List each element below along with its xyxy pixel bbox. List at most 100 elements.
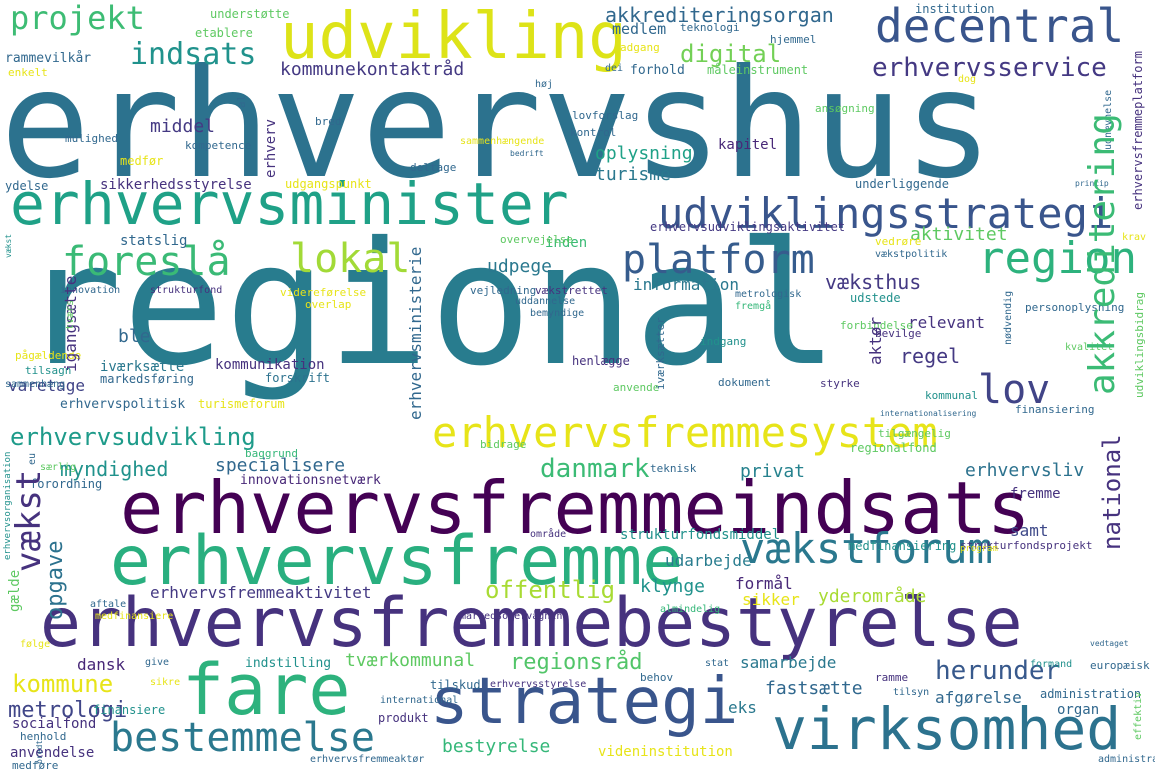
word-virksomhed: virksomhed <box>772 695 1122 763</box>
word-erhverv: erhverv <box>263 118 279 178</box>
word-kvalitet: kvalitet <box>1065 342 1114 353</box>
word-akkrediteringsorgan: akkrediteringsorgan <box>605 3 834 27</box>
word-samarbejde: samarbejde <box>740 653 837 672</box>
word-finansiere: finansiere <box>93 703 166 717</box>
word-medfoere: medføre <box>12 759 59 770</box>
word-maaleinstrument: måleinstrument <box>707 63 809 77</box>
word-underliggende: underliggende <box>855 177 949 191</box>
word-erhvervsfremmebestyrelse: erhvervsfremmebestyrelse <box>40 584 1023 663</box>
word-udpege: udpege <box>487 256 553 277</box>
word-offentlig: offentlig <box>485 576 616 604</box>
word-erhvervsudviklingsaktivitet: erhvervsudviklingsaktivitet <box>650 220 846 234</box>
word-deltage: deltage <box>410 161 457 174</box>
word-erhvervsministerie: erhvervsministerie <box>406 246 425 420</box>
word-erhvervsfremme: erhvervsfremme <box>110 522 684 601</box>
word-digital: digital <box>680 40 782 68</box>
word-kontrol: kontrol <box>570 126 617 139</box>
word-indstilling: indstilling <box>245 656 332 671</box>
word-internationalisering: internationalisering <box>880 409 977 418</box>
word-viderefoerelse: videreførelse <box>280 286 367 299</box>
word-sammenhaeng: sammenhæng <box>5 379 66 390</box>
word-tilgaengelig: tilgængelig <box>878 427 951 440</box>
word-regional: regional <box>20 206 839 404</box>
word-vedroere: vedrøre <box>875 235 922 248</box>
word-noedvendig: nødvendig <box>1003 290 1014 345</box>
word-fremgaa: fremgå <box>735 301 772 312</box>
word-strukturfondsprojekt: strukturfondsprojekt <box>960 539 1093 552</box>
word-erhvervsfremmeaktoer: erhvervsfremmeaktør <box>310 754 425 765</box>
word-opgave: opgave <box>43 540 68 620</box>
word-stat: stat <box>705 658 730 669</box>
word-vaekstrettet: vækstrettet <box>535 284 608 297</box>
word-kapitel: kapitel <box>718 137 778 153</box>
word-turismeforum: turismeforum <box>198 397 285 411</box>
word-decentral: decentral <box>875 0 1125 53</box>
word-effektiv: effektiv <box>1133 691 1144 740</box>
word-dog: dog <box>958 74 977 85</box>
word-forskrift: forskrift <box>265 371 331 385</box>
word-ivaerksaetter: iværksætter <box>654 317 667 390</box>
word-sikre: sikre <box>150 677 181 688</box>
word-formaal: formål <box>735 574 793 593</box>
word-princip: princip <box>1075 179 1109 188</box>
word-omraade: område <box>530 529 567 540</box>
word-international: international <box>380 695 459 706</box>
word-markedsovervaagning: markedsovervågning <box>460 611 569 622</box>
word-vedtaget: vedtaget <box>1090 639 1129 648</box>
word-personoplysning: personoplysning <box>1025 301 1125 314</box>
word-vaeksthus: væksthus <box>825 270 922 294</box>
word-platform: platform <box>622 237 815 283</box>
word-regionalfond: regionalfond <box>850 441 937 455</box>
word-krav: krav <box>1122 232 1147 243</box>
word-europaeisk: europæisk <box>1090 659 1150 672</box>
word-socialfond: socialfond <box>12 716 97 732</box>
word-relevant: relevant <box>908 313 986 332</box>
word-turisme: turisme <box>595 164 671 185</box>
word-fare: fare <box>182 649 351 731</box>
word-forhold: forhold <box>630 63 685 78</box>
word-udgangspunkt: udgangspunkt <box>285 177 372 191</box>
word-udviklingsstrategi: udviklingsstrategi <box>658 189 1114 238</box>
word-fremme: fremme <box>1010 486 1061 502</box>
word-al: al <box>235 94 248 108</box>
word-afgoerelse: afgørelse <box>935 688 1022 707</box>
word-oplysning: oplysning <box>595 143 693 164</box>
word-kommunal: kommunal <box>925 389 978 402</box>
word-rammevilkaar: rammevilkår <box>5 51 92 66</box>
word-hjemmel: hjemmel <box>770 33 817 46</box>
word-sikkerhedsstyrelse: sikkerhedsstyrelse <box>100 177 252 193</box>
word-inden: inden <box>545 235 588 251</box>
word-eu: eu <box>27 452 38 465</box>
word-eks: eks <box>728 698 757 717</box>
word-danmark: danmark <box>540 454 650 484</box>
word-aftale: aftale <box>90 599 127 610</box>
word-erhvervsminister: erhvervsminister <box>10 170 569 238</box>
word-henhold: henhold <box>20 730 67 743</box>
word-herunder: herunder <box>935 656 1061 686</box>
word-paagaeldende: pågældende <box>15 349 82 362</box>
word-indsats: indsats <box>130 37 257 72</box>
word-kommune: kommune <box>12 670 114 698</box>
word-formand: formand <box>1030 659 1073 670</box>
word-udvikling: udvikling <box>280 0 627 74</box>
word-kompetence: kompetence <box>185 139 252 152</box>
word-erhvervsservice: erhvervsservice <box>872 53 1107 83</box>
word-henlaegge: henlægge <box>572 354 630 368</box>
word-erhvervshus: erhvervshus <box>0 38 994 212</box>
word-innovationsnetvaerk: innovationsnetværk <box>240 473 381 488</box>
word-fastsaette: fastsætte <box>765 678 863 699</box>
word-organ: organ <box>1057 702 1100 718</box>
word-medlem: medlem <box>612 20 667 38</box>
word-baggrund: baggrund <box>245 447 298 460</box>
word-klynge: klynge <box>640 576 706 597</box>
word-statslig: statslig <box>120 233 188 249</box>
word-metrologi: metrologi <box>8 698 128 723</box>
word-indgang: indgang <box>700 335 747 348</box>
word-bedrift: bedrift <box>510 149 544 158</box>
word-bestemmelse: bestemmelse <box>110 715 375 761</box>
word-vaekst: vækst <box>9 469 49 572</box>
word-lov: lov <box>978 367 1051 413</box>
word-medfinansiere: medfinansiere <box>95 611 174 622</box>
word-sammenhaengende: sammenhængende <box>460 136 545 147</box>
